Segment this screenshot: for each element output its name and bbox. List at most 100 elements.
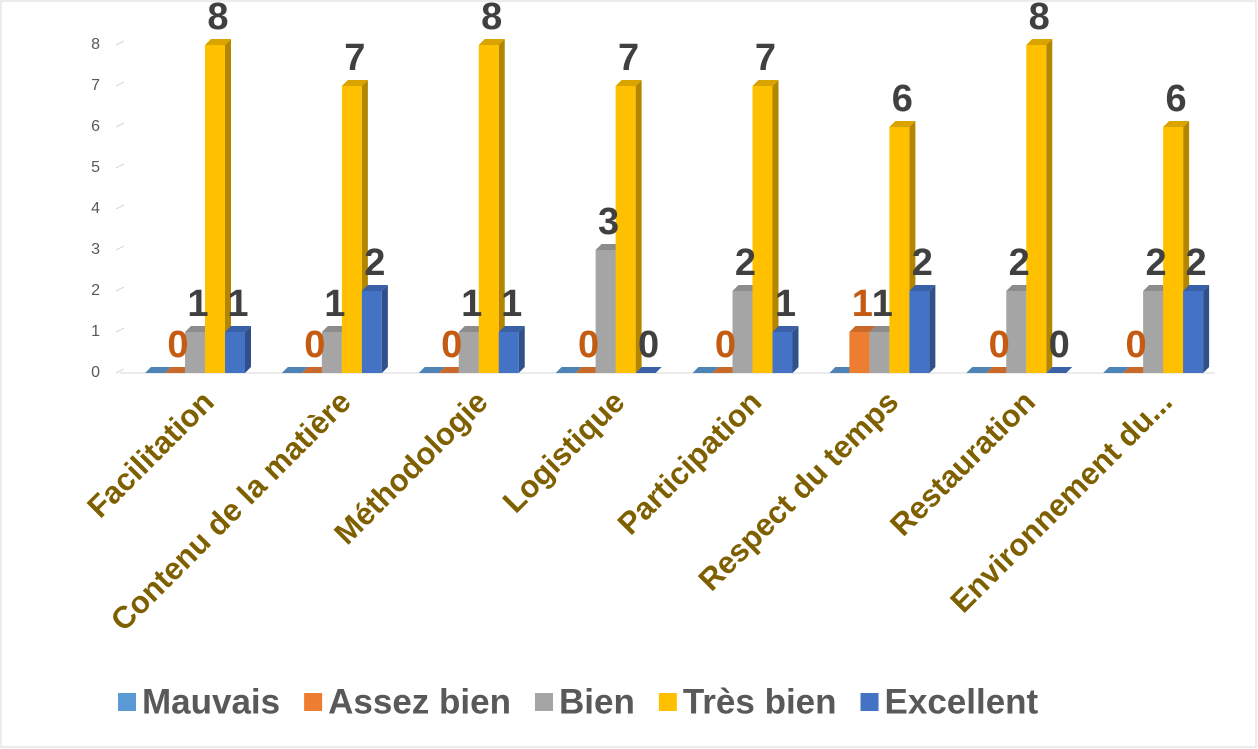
bar-side [772,80,779,373]
bar-top [966,367,993,373]
bar-top [555,367,582,373]
y-tick-label: 3 [91,241,100,258]
data-label: 0 [578,324,599,366]
bar-side [635,80,642,373]
bar-side [225,39,231,373]
bar-top [595,244,622,250]
data-label: 1 [324,283,345,325]
legend-swatch [118,693,136,711]
bar-top [321,326,348,332]
bar [889,127,910,373]
data-label: 2 [1009,242,1030,284]
y-tick-label: 5 [91,159,100,176]
bar-top [478,39,505,45]
data-label: 7 [344,37,365,79]
data-label: 6 [1166,78,1187,120]
data-label: 8 [207,0,228,38]
y-tick-label: 1 [91,323,100,340]
data-label: 8 [481,0,502,38]
bar-top [1183,285,1210,291]
data-label: 7 [618,37,639,79]
bar [458,332,479,373]
legend-label: Mauvais [142,682,280,721]
legend-swatch [860,693,879,711]
data-label: 0 [304,324,325,366]
bar-top [1026,39,1053,45]
bar-top [438,367,465,373]
bar-top [205,39,231,45]
y-tick-label: 7 [91,77,100,94]
bar-top [772,326,799,332]
bar [225,332,245,373]
bar-top [732,285,759,291]
bar-top [361,285,388,291]
bar-top [281,367,308,373]
y-tick-label: 6 [91,118,100,135]
data-label: 0 [715,324,736,366]
data-label: 0 [1049,324,1070,366]
bar-top [458,326,485,332]
bar-side [518,326,525,373]
data-label: 0 [638,324,659,366]
bar-top [889,121,916,127]
data-label: 0 [1126,324,1147,366]
data-label: 8 [1029,0,1050,38]
data-label: 2 [735,242,756,284]
bar-top [165,367,191,373]
bar-top [635,367,662,373]
bar [321,332,342,373]
bar-top [225,326,251,332]
bar-top [1163,121,1190,127]
tick-mark [115,368,125,374]
bar-top [1103,367,1130,373]
tick-mark [115,40,125,46]
bar [498,332,519,373]
bar-top [301,367,328,373]
bar-top [692,367,719,373]
data-label: 2 [1186,242,1207,284]
bar-top [869,326,896,332]
data-label: 6 [892,78,913,120]
y-tick-label: 0 [91,364,100,381]
legend-label: Assez bien [328,682,511,721]
bar [205,45,225,373]
bar [869,332,890,373]
bar-top [752,80,779,86]
bar [595,250,616,373]
bar [1183,291,1204,373]
bar-top [185,326,211,332]
data-label: 7 [755,37,776,79]
y-tick-label: 8 [91,36,100,53]
bar [1026,45,1047,373]
bar [1143,291,1164,373]
bar-top [418,367,445,373]
bar-top [498,326,525,332]
tick-mark [115,204,125,210]
bar-side [792,326,799,373]
legend-swatch [304,693,323,711]
bar-top [1123,367,1150,373]
bar-top [712,367,739,373]
bar [478,45,499,373]
bar [772,332,793,373]
bar-top [615,80,642,86]
bar-side [381,285,388,373]
y-tick-label: 2 [91,282,100,299]
tick-mark [115,286,125,292]
data-label: 3 [598,201,619,243]
data-label: 1 [227,283,248,325]
bar-top [909,285,936,291]
tick-mark [115,81,125,87]
legend-label: Très bien [683,682,837,721]
data-label: 1 [501,283,522,325]
tick-mark [115,163,125,169]
data-label: 2 [912,242,933,284]
data-label: 1 [852,283,873,325]
legend-label: Bien [559,682,635,721]
bar-top [145,367,171,373]
bar [849,332,870,373]
bar-side [245,326,251,373]
bar-side [498,39,505,373]
bar [361,291,382,373]
data-label: 1 [187,283,208,325]
